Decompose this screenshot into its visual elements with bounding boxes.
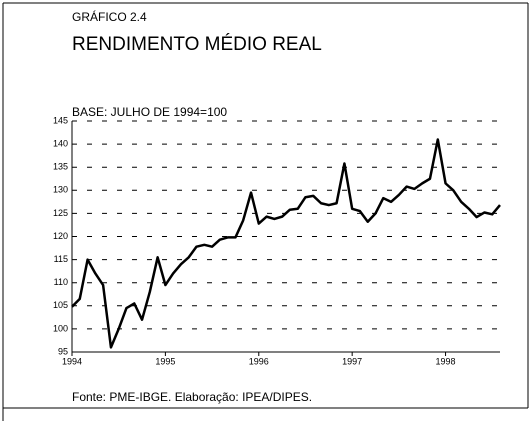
- x-tick-label: 1996: [249, 356, 269, 366]
- y-tick-label: 135: [53, 162, 68, 172]
- y-tick-label: 140: [53, 138, 68, 148]
- x-tick-label: 1994: [62, 356, 82, 366]
- y-tick-label: 120: [53, 231, 68, 241]
- y-tick-label: 125: [53, 208, 68, 218]
- y-tick-label: 100: [53, 323, 68, 333]
- y-tick-label: 130: [53, 185, 68, 195]
- y-tick-label: 95: [58, 346, 68, 356]
- chart-title: RENDIMENTO MÉDIO REAL: [72, 34, 322, 55]
- data-line: [71, 138, 501, 349]
- chart-supertitle: GRÁFICO 2.4: [72, 9, 147, 24]
- y-tick-label: 115: [54, 254, 68, 264]
- x-tick-label: 1995: [155, 356, 175, 366]
- x-tick-label: 1998: [436, 356, 456, 366]
- chart-subtitle: BASE: JULHO DE 1994=100: [72, 105, 227, 119]
- y-tick-label: 105: [53, 300, 68, 310]
- y-tick-label: 145: [53, 115, 68, 125]
- chart-source: Fonte: PME-IBGE. Elaboração: IPEA/DIPES.: [72, 390, 312, 404]
- y-tick-label: 110: [54, 277, 68, 287]
- x-tick-label: 1997: [342, 356, 362, 366]
